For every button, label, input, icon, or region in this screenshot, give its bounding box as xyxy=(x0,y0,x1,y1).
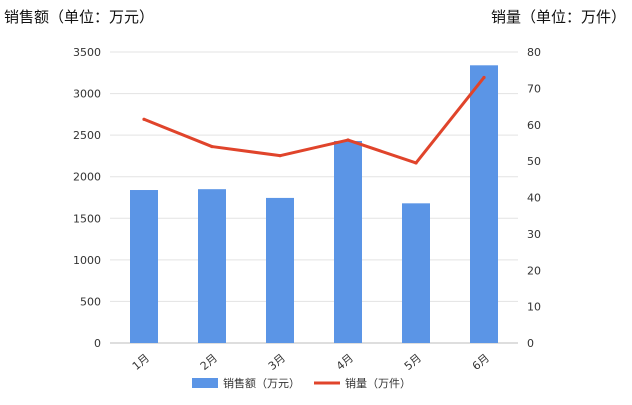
legend-swatch-bar xyxy=(192,378,218,388)
x-tick-label: 5月 xyxy=(402,351,424,373)
right-tick-label: 20 xyxy=(527,264,541,277)
line-point-2 xyxy=(210,144,214,149)
line-point-4 xyxy=(346,138,350,142)
legend-label-bar: 销售额（万元） xyxy=(223,376,300,390)
line-point-3 xyxy=(278,154,282,158)
x-tick-label: 3月 xyxy=(266,351,288,373)
right-tick-label: 70 xyxy=(527,82,541,95)
right-tick-label: 30 xyxy=(527,228,541,241)
x-tick-label: 1月 xyxy=(130,351,152,373)
sales-volume-line xyxy=(142,75,486,165)
right-axis-title: 销量（单位：万件） xyxy=(490,8,626,26)
right-tick-label: 80 xyxy=(527,46,541,59)
x-tick-label: 6月 xyxy=(470,351,492,373)
right-tick-label: 40 xyxy=(527,192,541,205)
left-tick-label: 2500 xyxy=(73,129,101,142)
x-tick-label: 4月 xyxy=(334,351,356,373)
left-tick-label: 3500 xyxy=(73,46,101,59)
right-tick-label: 50 xyxy=(527,155,541,168)
left-tick-label: 1000 xyxy=(73,254,101,267)
left-tick-label: 500 xyxy=(80,295,101,308)
bar-6 xyxy=(470,65,498,343)
line-point-1 xyxy=(142,117,146,121)
right-tick-label: 10 xyxy=(527,301,541,314)
right-tick-label: 0 xyxy=(527,337,534,350)
bar-1 xyxy=(130,190,158,343)
right-tick-label: 60 xyxy=(527,119,541,132)
bar-3 xyxy=(266,197,294,343)
bar-5 xyxy=(402,203,430,343)
line-point-5 xyxy=(414,161,418,165)
left-axis-title: 销售额（单位：万元） xyxy=(4,8,155,26)
left-tick-label: 1500 xyxy=(73,212,101,225)
left-tick-label: 0 xyxy=(94,337,101,350)
line-point-6 xyxy=(482,75,486,80)
left-tick-label: 3000 xyxy=(73,88,101,101)
legend-label-line: 销量（万件） xyxy=(345,376,411,390)
bar-4 xyxy=(334,140,362,343)
x-tick-label: 2月 xyxy=(198,351,220,373)
left-tick-label: 2000 xyxy=(73,171,101,184)
bar-2 xyxy=(198,189,226,343)
